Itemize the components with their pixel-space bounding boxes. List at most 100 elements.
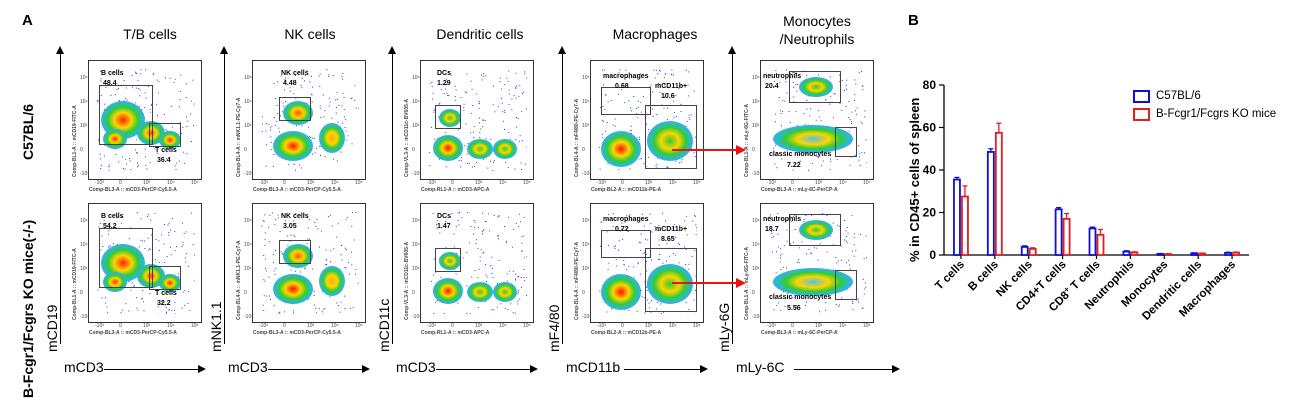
event-dot xyxy=(321,311,323,313)
event-dot xyxy=(466,313,468,314)
event-dot xyxy=(847,232,849,234)
event-dot xyxy=(470,80,472,82)
event-dot xyxy=(261,130,263,132)
event-dot xyxy=(138,246,140,248)
event-dot xyxy=(193,103,195,105)
event-dot xyxy=(445,221,447,223)
event-dot xyxy=(526,256,527,258)
event-dot xyxy=(776,152,778,154)
event-dot xyxy=(319,145,321,147)
event-dot xyxy=(801,241,803,243)
event-dot xyxy=(662,212,664,214)
event-dot xyxy=(773,147,775,149)
event-dot xyxy=(453,246,455,248)
event-dot xyxy=(499,81,501,83)
event-dot xyxy=(97,289,99,291)
event-dot xyxy=(350,98,352,99)
event-dot xyxy=(490,160,491,162)
event-dot xyxy=(612,213,614,215)
event-dot xyxy=(279,231,281,233)
event-dot xyxy=(518,276,520,277)
event-dot xyxy=(343,96,345,98)
y-tick-label: 20 xyxy=(923,206,937,220)
event-dot xyxy=(771,251,773,253)
event-dot xyxy=(118,161,120,163)
event-dot xyxy=(100,168,102,169)
event-dot xyxy=(340,254,342,256)
event-dot xyxy=(491,256,493,258)
event-dot xyxy=(287,244,289,246)
event-dot xyxy=(493,161,495,163)
event-dot xyxy=(273,154,275,155)
event-dot xyxy=(290,90,292,92)
event-dot xyxy=(613,246,615,248)
event-dot xyxy=(446,78,448,80)
event-dot xyxy=(789,243,791,245)
event-dot xyxy=(271,212,273,214)
gate-macrophages xyxy=(601,87,651,115)
event-dot xyxy=(845,240,847,242)
mid-population xyxy=(467,139,493,159)
event-dot xyxy=(324,264,326,266)
event-dot xyxy=(819,311,821,313)
column-title-line: Monocytes xyxy=(783,13,851,29)
event-dot xyxy=(306,243,308,245)
gate-value-t-cells: 36.4 xyxy=(157,157,171,164)
event-dot xyxy=(318,75,320,77)
event-dot xyxy=(492,277,494,279)
event-dot xyxy=(522,92,524,94)
event-dot xyxy=(105,227,107,229)
gate-cd11b-positive xyxy=(645,248,697,312)
event-dot xyxy=(157,306,159,308)
event-dot xyxy=(615,245,616,247)
cd3-population xyxy=(493,139,517,159)
event-dot xyxy=(780,257,781,259)
event-dot xyxy=(637,117,639,119)
event-dot xyxy=(265,165,267,167)
panel-b-letter: B xyxy=(908,12,919,29)
event-dot xyxy=(854,79,856,81)
event-dot xyxy=(680,111,682,112)
x-tick-label: 0 xyxy=(119,180,122,186)
event-dot xyxy=(623,264,625,266)
x-marker-axis xyxy=(104,369,198,370)
event-dot xyxy=(345,267,347,269)
event-dot xyxy=(165,307,167,308)
cd3-population xyxy=(493,282,517,302)
event-dot xyxy=(832,117,834,119)
event-dot xyxy=(314,152,316,154)
event-dot xyxy=(480,249,482,251)
event-dot xyxy=(293,220,295,222)
event-dot xyxy=(775,145,777,147)
event-dot xyxy=(313,295,315,296)
column-title: Dendritic cells xyxy=(436,26,524,42)
event-dot xyxy=(282,105,284,107)
event-dot xyxy=(344,127,346,128)
event-dot xyxy=(516,293,518,295)
event-dot xyxy=(433,109,435,111)
event-dot xyxy=(848,130,850,132)
event-dot xyxy=(179,99,181,100)
y-tick-label: 10⁴ xyxy=(244,99,252,105)
event-dot xyxy=(143,106,145,108)
event-dot xyxy=(846,262,848,264)
event-dot xyxy=(777,212,779,214)
event-dot xyxy=(99,153,101,155)
x-tick-label: 10⁴ xyxy=(839,180,847,186)
event-dot xyxy=(190,113,192,115)
event-dot xyxy=(508,89,510,91)
event-dot xyxy=(324,156,326,158)
x-tick-label: 10³ xyxy=(475,323,483,329)
event-dot xyxy=(864,152,865,154)
event-dot xyxy=(629,168,631,170)
column-title: T/B cells xyxy=(123,26,177,42)
event-dot xyxy=(263,255,265,256)
event-dot xyxy=(150,219,152,221)
x-tick-label: 10⁵ xyxy=(693,180,701,186)
event-dot xyxy=(135,297,137,299)
event-dot xyxy=(855,249,857,251)
gate-neutrophils xyxy=(789,214,841,246)
gating-arrow-head xyxy=(736,278,746,288)
gate-value-dcs: 1.47 xyxy=(437,223,451,230)
event-dot xyxy=(693,90,695,92)
